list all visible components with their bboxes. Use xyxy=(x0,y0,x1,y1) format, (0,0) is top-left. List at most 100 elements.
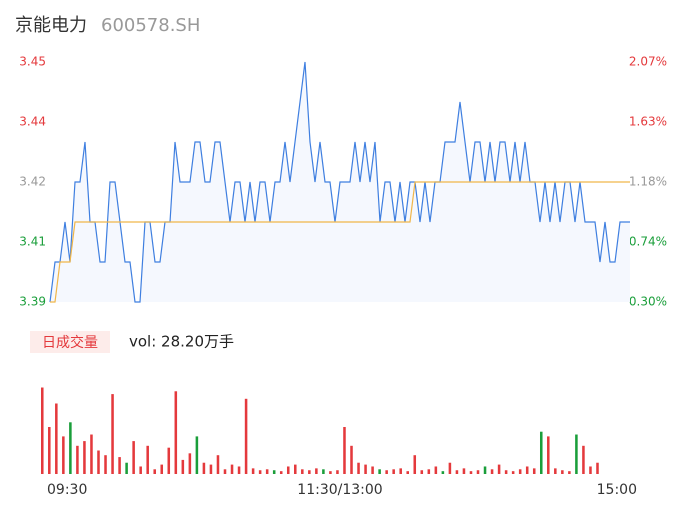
volume-bar xyxy=(589,466,592,474)
volume-bar xyxy=(181,459,185,474)
volume-bar xyxy=(195,436,199,474)
volume-bar xyxy=(258,470,262,474)
volume-bar xyxy=(378,469,381,474)
volume-bar xyxy=(568,471,571,474)
volume-summary: vol: 28.20万手 xyxy=(129,333,234,351)
volume-bar xyxy=(441,471,445,474)
volume-bar xyxy=(385,470,388,474)
volume-bar xyxy=(209,464,213,474)
volume-bar xyxy=(48,427,51,474)
volume-bar xyxy=(272,470,276,474)
volume-bar xyxy=(561,470,564,474)
volume-bar xyxy=(336,470,339,474)
volume-bar xyxy=(350,445,353,474)
volume-bar xyxy=(230,464,234,474)
volume-bar xyxy=(97,450,100,474)
stock-code: 600578.SH xyxy=(101,15,200,36)
volume-bar xyxy=(343,427,346,474)
y-tick-label: 3.41 xyxy=(19,235,46,249)
volume-bar xyxy=(322,469,325,474)
volume-bar xyxy=(83,441,86,474)
volume-bar xyxy=(118,457,121,474)
volume-bar xyxy=(104,455,107,474)
y-tick-label: 3.45 xyxy=(19,55,46,69)
volume-bar xyxy=(237,466,241,474)
volume-bar xyxy=(216,455,220,474)
volume-bar xyxy=(371,466,374,474)
x-tick-label: 09:30 xyxy=(47,482,87,498)
volume-bar xyxy=(286,466,290,474)
volume-label: 日成交量 xyxy=(42,334,98,351)
y2-tick-label: 0.30% xyxy=(629,295,667,309)
volume-bar xyxy=(294,464,297,474)
volume-bar xyxy=(532,468,536,474)
y2-tick-label: 2.07% xyxy=(629,55,667,69)
volume-bar xyxy=(146,445,149,474)
volume-bar xyxy=(125,462,128,474)
volume-bar xyxy=(315,468,318,474)
volume-bar xyxy=(547,436,550,474)
volume-bar xyxy=(497,464,501,474)
volume-bar xyxy=(364,464,367,474)
volume-bar xyxy=(76,445,79,474)
volume-bar xyxy=(223,469,227,474)
volume-bar xyxy=(455,470,459,474)
stock-name: 京能电力 xyxy=(15,15,87,36)
volume-bar xyxy=(188,453,192,474)
y-tick-label: 3.44 xyxy=(19,115,46,129)
volume-bar xyxy=(167,447,171,474)
volume-bar xyxy=(357,462,360,474)
volume-bar xyxy=(420,470,424,474)
volume-bar xyxy=(399,468,402,474)
volume-bar xyxy=(174,391,178,474)
volume-bar xyxy=(111,394,114,474)
volume-bar xyxy=(448,462,452,474)
volume-bar xyxy=(434,466,438,474)
volume-bar xyxy=(153,469,156,474)
volume-bar xyxy=(504,470,508,474)
x-tick-label: 11:30/13:00 xyxy=(297,482,382,498)
y2-tick-label: 1.18% xyxy=(629,175,667,189)
volume-bar xyxy=(55,403,58,474)
volume-bar xyxy=(132,441,135,474)
volume-bar xyxy=(392,469,395,474)
volume-bar xyxy=(69,422,72,474)
volume-bar xyxy=(462,468,466,474)
volume-label-box xyxy=(30,331,110,353)
volume-bar xyxy=(202,462,206,474)
volume-bar xyxy=(90,434,93,474)
volume-bar xyxy=(554,468,557,474)
volume-bar xyxy=(308,470,311,474)
volume-bar xyxy=(244,398,248,474)
volume-bar xyxy=(279,471,283,474)
x-tick-label: 15:00 xyxy=(597,482,637,498)
volume-bar xyxy=(575,434,578,474)
volume-bar xyxy=(582,445,585,474)
y-tick-label: 3.42 xyxy=(19,175,46,189)
volume-bar xyxy=(490,469,494,474)
average-line xyxy=(50,181,630,303)
y2-tick-label: 0.74% xyxy=(629,235,667,249)
volume-bar xyxy=(596,462,599,474)
y-tick-label: 3.39 xyxy=(19,295,46,309)
volume-bar xyxy=(139,466,142,474)
volume-bar xyxy=(160,464,164,474)
volume-bar xyxy=(483,466,487,474)
volume-bar xyxy=(251,468,255,474)
volume-bar xyxy=(476,470,480,474)
volume-bar xyxy=(265,469,269,474)
volume-bar xyxy=(41,387,44,474)
volume-bar xyxy=(518,469,522,474)
volume-bar xyxy=(525,466,529,474)
y2-tick-label: 1.63% xyxy=(629,115,667,129)
volume-bar xyxy=(511,471,515,474)
volume-bar xyxy=(539,431,543,474)
volume-bar xyxy=(329,471,332,474)
volume-bar xyxy=(469,471,473,474)
volume-bar xyxy=(62,436,65,474)
volume-bar xyxy=(413,455,417,474)
volume-bar xyxy=(301,469,304,474)
volume-bar xyxy=(406,471,409,474)
volume-bar xyxy=(427,469,431,474)
